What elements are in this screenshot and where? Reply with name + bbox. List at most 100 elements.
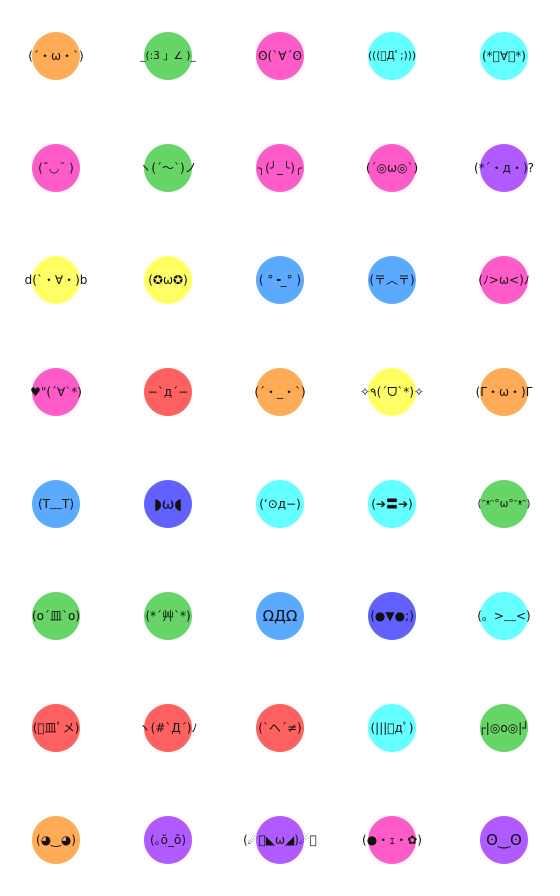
color-circle [368, 256, 416, 304]
sticker-cell[interactable]: (|||ﾟдﾟ) [336, 672, 448, 784]
sticker-cell[interactable]: (´・_・`) [224, 336, 336, 448]
color-circle [32, 144, 80, 192]
color-circle [32, 704, 80, 752]
sticker-cell[interactable]: ΩДΩ [224, 560, 336, 672]
color-circle [368, 368, 416, 416]
color-circle [480, 32, 528, 80]
kaomoji-text: (ﾟ皿ﾟメ) [32, 721, 80, 735]
sticker-cell[interactable]: ♥"(´∀`*) [0, 336, 112, 448]
sticker-cell[interactable]: ʘ(`∀´ʘ [224, 0, 336, 112]
sticker-cell[interactable]: ◗ω◖ [112, 448, 224, 560]
sticker-cell[interactable]: (☄ฺ◣ω◢)☄ฺ [224, 784, 336, 896]
kaomoji-text: ✧٩(ˊᗜˋ*)✧ [360, 385, 424, 399]
color-circle [256, 368, 304, 416]
sticker-cell[interactable]: (。>﹏<) [448, 560, 560, 672]
color-circle [144, 144, 192, 192]
color-circle [480, 704, 528, 752]
sticker-cell[interactable]: ヽ(´～`)ノ [112, 112, 224, 224]
color-circle [32, 592, 80, 640]
color-circle [256, 256, 304, 304]
sticker-cell[interactable]: (*´・д・)? [448, 112, 560, 224]
color-circle [32, 480, 80, 528]
kaomoji-text: (`へ´≠) [258, 721, 302, 735]
kaomoji-text: ΩДΩ [262, 607, 298, 625]
kaomoji-text: (‘⊙д−) [259, 497, 301, 511]
color-circle [368, 144, 416, 192]
kaomoji-text: (*´・д・)? [473, 161, 535, 175]
color-circle [32, 32, 80, 80]
sticker-cell[interactable]: (ﾟ皿ﾟメ) [0, 672, 112, 784]
kaomoji-text: ʘ(`∀´ʘ [258, 49, 302, 63]
sticker-cell[interactable]: ヽ(#`Д´)ﾉ [112, 672, 224, 784]
color-circle [480, 816, 528, 864]
sticker-cell[interactable]: (➔〓➔) [336, 448, 448, 560]
color-circle [144, 592, 192, 640]
kaomoji-text: ヽ(´～`)ノ [139, 161, 197, 175]
sticker-cell[interactable]: (｡ŏ_ŏ) [112, 784, 224, 896]
sticker-cell[interactable]: (o´皿`o) [0, 560, 112, 672]
kaomoji-text: (☄ฺ◣ω◢)☄ฺ [243, 833, 317, 847]
sticker-cell[interactable]: (◕‿◕) [0, 784, 112, 896]
color-circle [144, 480, 192, 528]
kaomoji-text: (●▼●;) [370, 609, 414, 623]
kaomoji-text: (¯◡¯ ) [38, 161, 74, 175]
kaomoji-text: (ﾉ>ω<)ﾉ [478, 273, 530, 287]
sticker-cell[interactable]: ┌|◎o◎|┘ [448, 672, 560, 784]
sticker-cell[interactable]: ╮(╯_╰)╭ [224, 112, 336, 224]
kaomoji-text: (〒︿〒) [369, 273, 415, 287]
sticker-cell[interactable]: (〒︿〒) [336, 224, 448, 336]
kaomoji-text: (Γ・ω・)Γ [475, 385, 533, 399]
color-circle [368, 480, 416, 528]
kaomoji-text: (´◎ω◎`) [365, 161, 419, 175]
sticker-cell[interactable]: ( °╺_° ) [224, 224, 336, 336]
sticker-cell[interactable]: (´・ω・`) [0, 0, 112, 112]
sticker-cell[interactable]: _(:3 」∠ )_ [112, 0, 224, 112]
kaomoji-text: (◕‿◕) [36, 833, 76, 847]
sticker-cell[interactable]: (ﾉ>ω<)ﾉ [448, 224, 560, 336]
sticker-cell[interactable]: (●▼●;) [336, 560, 448, 672]
kaomoji-text: (ᵔᵜᵔ°ω°ᵔᵜᵔ) [477, 498, 531, 510]
color-circle [144, 32, 192, 80]
sticker-cell[interactable]: (ᵔᵜᵔ°ω°ᵔᵜᵔ) [448, 448, 560, 560]
sticker-cell[interactable]: (✪ω✪) [112, 224, 224, 336]
color-circle [256, 144, 304, 192]
sticker-cell[interactable]: (´◎ω◎`) [336, 112, 448, 224]
color-circle [480, 368, 528, 416]
sticker-cell[interactable]: (*´艸`*) [112, 560, 224, 672]
sticker-cell[interactable]: (*ﾟ∀ﾟ*) [448, 0, 560, 112]
color-circle [256, 592, 304, 640]
kaomoji-text: ♥"(´∀`*) [30, 385, 82, 399]
kaomoji-text: (((ﾟДﾟ;))) [368, 50, 416, 62]
color-circle [480, 144, 528, 192]
kaomoji-text: (➔〓➔) [371, 497, 413, 511]
sticker-cell[interactable]: (●・ｪ・✿) [336, 784, 448, 896]
kaomoji-text: ╮(╯_╰)╭ [257, 161, 303, 175]
kaomoji-text: (。>﹏<) [477, 609, 531, 623]
kaomoji-text: ( °╺_° ) [258, 273, 302, 287]
color-circle [144, 368, 192, 416]
sticker-cell[interactable]: (((ﾟДﾟ;))) [336, 0, 448, 112]
sticker-cell[interactable]: (T﹏T) [0, 448, 112, 560]
sticker-cell[interactable]: ✧٩(ˊᗜˋ*)✧ [336, 336, 448, 448]
kaomoji-text: (｡ŏ_ŏ) [149, 833, 187, 847]
kaomoji-text: (✪ω✪) [148, 273, 188, 287]
color-circle [256, 816, 304, 864]
sticker-cell[interactable]: −`д´− [112, 336, 224, 448]
kaomoji-text: ◗ω◖ [153, 495, 183, 513]
color-circle [480, 592, 528, 640]
kaomoji-text: (*´艸`*) [145, 609, 191, 623]
sticker-cell[interactable]: (`へ´≠) [224, 672, 336, 784]
kaomoji-text: (o´皿`o) [31, 609, 81, 623]
sticker-cell[interactable]: (¯◡¯ ) [0, 112, 112, 224]
sticker-cell[interactable]: d(`・∀・)b [0, 224, 112, 336]
kaomoji-text: (´・ω・`) [28, 49, 84, 63]
kaomoji-text: d(`・∀・)b [24, 273, 88, 287]
sticker-cell[interactable]: (‘⊙д−) [224, 448, 336, 560]
kaomoji-text: _(:3 」∠ )_ [140, 50, 196, 62]
color-circle [144, 704, 192, 752]
sticker-cell[interactable]: ʘ‿ʘ [448, 784, 560, 896]
color-circle [144, 816, 192, 864]
sticker-cell[interactable]: (Γ・ω・)Γ [448, 336, 560, 448]
kaomoji-text: ヽ(#`Д´)ﾉ [138, 721, 198, 735]
